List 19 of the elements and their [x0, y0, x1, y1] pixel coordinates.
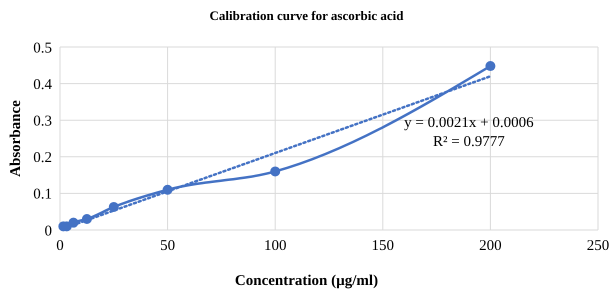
x-axis-title: Concentration (µg/ml) — [234, 273, 378, 289]
y-tick-label: 0.4 — [33, 76, 52, 93]
y-tick-label: 0.3 — [33, 113, 52, 130]
y-tick-label: 0.2 — [33, 150, 52, 166]
y-tick-label: 0.1 — [33, 186, 52, 203]
x-tick-label: 150 — [372, 238, 394, 254]
x-tick-label: 0 — [56, 238, 64, 254]
x-tick-label: 250 — [586, 238, 610, 254]
y-tick-label: 0 — [44, 223, 52, 240]
y-tick-label: 0.5 — [33, 40, 52, 56]
point — [270, 166, 280, 176]
y-axis-title: Absorbance — [8, 100, 24, 177]
annotation: R² = 0.9777 — [433, 134, 506, 150]
point — [485, 61, 496, 72]
annotation: y = 0.0021x + 0.0006 — [404, 115, 534, 131]
x-tick-label: 100 — [264, 238, 286, 254]
x-tick-label: 50 — [160, 238, 176, 254]
chart-title: Calibration curve for ascorbic acid — [209, 8, 404, 23]
x-tick-label: 200 — [479, 238, 502, 254]
